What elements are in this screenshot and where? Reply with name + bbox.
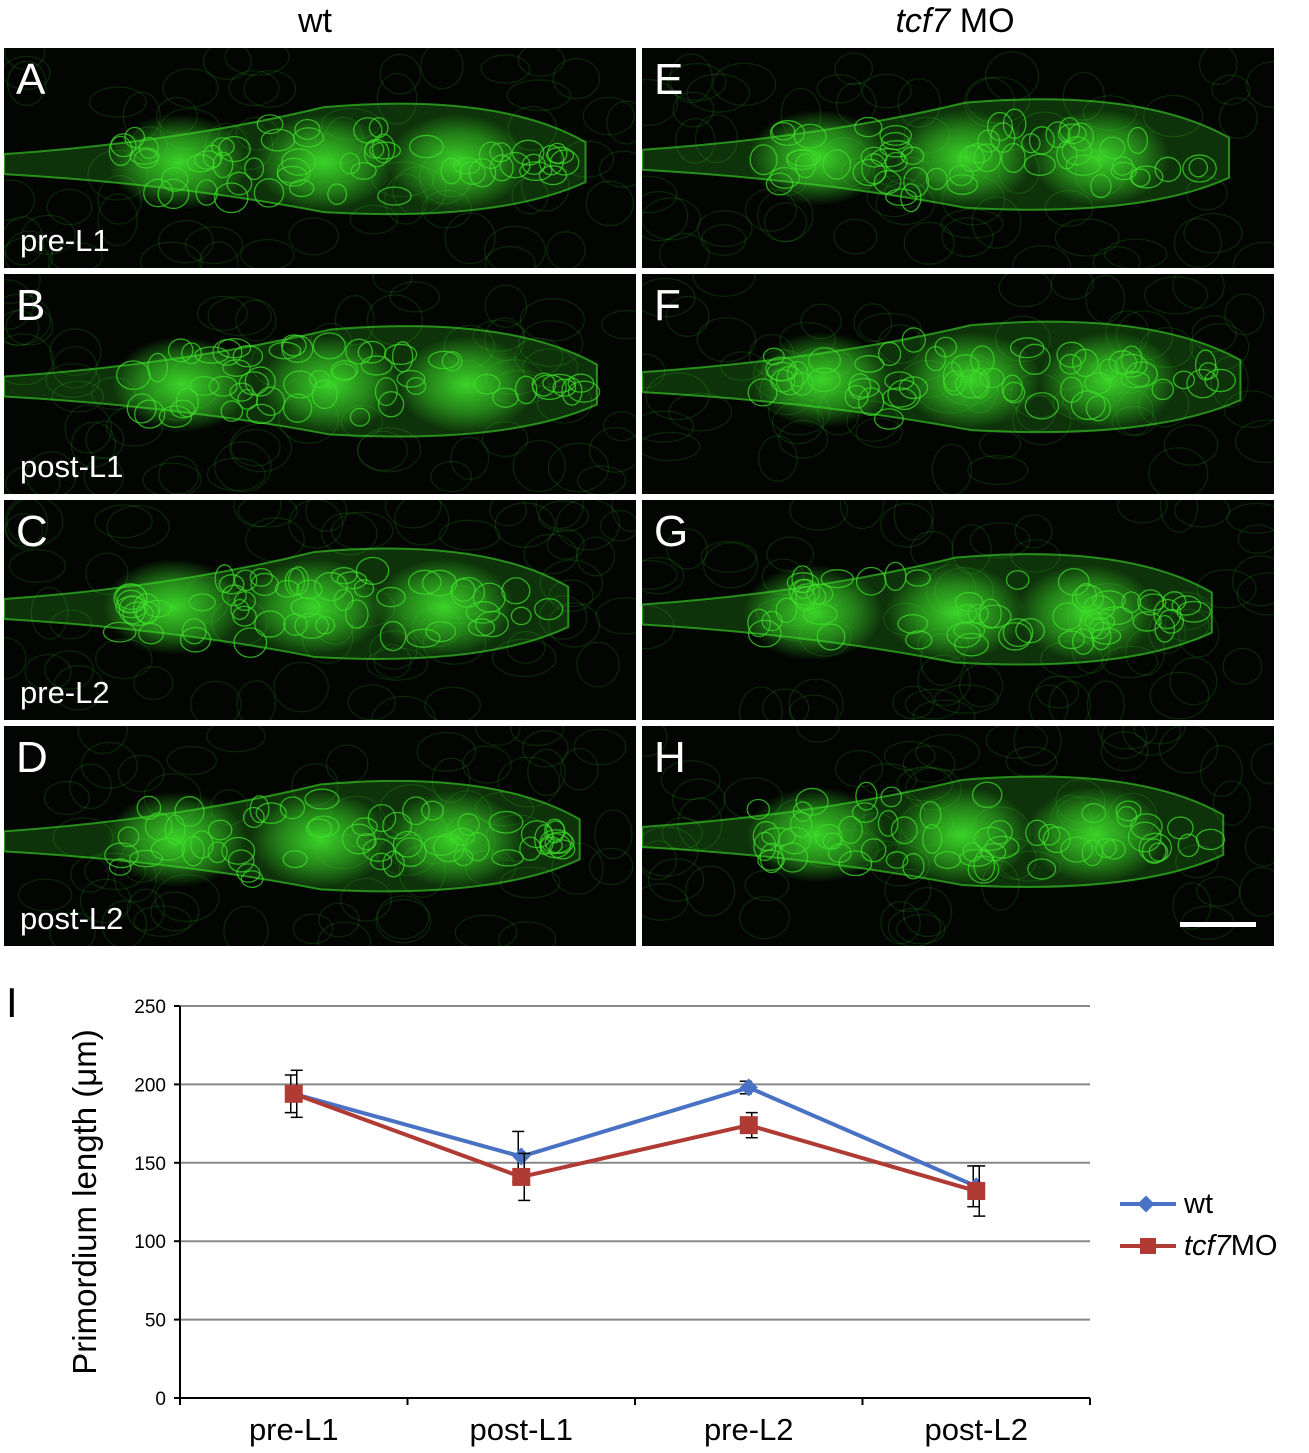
y-tick-label: 0 bbox=[155, 1389, 166, 1410]
y-tick-label: 100 bbox=[134, 1232, 166, 1253]
data-point bbox=[739, 1078, 758, 1097]
data-point bbox=[512, 1147, 531, 1166]
rosette bbox=[1029, 109, 1170, 206]
cell-mesh bbox=[746, 781, 1226, 884]
chart-legend: wt tcf7 MO bbox=[1120, 1183, 1277, 1267]
panel-letter: H bbox=[654, 733, 686, 782]
y-tick-label: 200 bbox=[134, 1075, 166, 1096]
background-cells bbox=[642, 48, 1274, 268]
panel-b: B post-L1 bbox=[4, 274, 636, 494]
square-marker-icon bbox=[1140, 1238, 1156, 1254]
panel-condition-label: pre-L1 bbox=[20, 223, 110, 258]
data-point bbox=[739, 1116, 758, 1135]
cell-mesh bbox=[747, 327, 1236, 430]
panel-e: E bbox=[642, 48, 1274, 268]
microscopy-image bbox=[4, 726, 634, 946]
panel-g: G bbox=[642, 500, 1274, 720]
data-point bbox=[512, 1167, 531, 1186]
rosette bbox=[103, 558, 244, 655]
column-title-tcf7: tcf7 MO bbox=[640, 2, 1270, 41]
x-tick-label: pre-L1 bbox=[249, 1412, 339, 1447]
panel-letter: G bbox=[654, 507, 689, 556]
cell-mesh bbox=[102, 556, 564, 658]
panel-letter: E bbox=[654, 55, 684, 104]
data-point bbox=[284, 1084, 303, 1103]
series-wt bbox=[284, 1074, 986, 1208]
rosette bbox=[748, 109, 889, 206]
rosette bbox=[1016, 564, 1157, 661]
y-tick-label: 150 bbox=[134, 1154, 166, 1175]
legend-label: wt bbox=[1184, 1187, 1213, 1220]
series-line bbox=[293, 1091, 977, 1193]
x-tick-label: post-L1 bbox=[470, 1412, 573, 1447]
cell-mesh bbox=[749, 108, 1217, 213]
panel-condition-label: pre-L2 bbox=[20, 675, 110, 710]
panel-condition-label: post-L1 bbox=[20, 449, 124, 484]
microscopy-image bbox=[4, 500, 636, 720]
rosette bbox=[374, 558, 515, 655]
panel-f: F bbox=[642, 274, 1274, 494]
series-line bbox=[293, 1085, 978, 1189]
y-tick-label: 50 bbox=[145, 1311, 166, 1332]
rosette bbox=[250, 791, 391, 888]
rosette bbox=[894, 109, 1035, 206]
legend-entry-tcf7: tcf7 MO bbox=[1120, 1225, 1277, 1267]
panel-h: H bbox=[642, 726, 1274, 946]
rosette bbox=[742, 564, 883, 661]
column-title-wt: wt bbox=[0, 2, 630, 41]
rosette bbox=[751, 332, 892, 429]
microscopy-image bbox=[4, 48, 636, 268]
panel-a: A pre-L1 bbox=[4, 48, 636, 268]
rosette bbox=[891, 786, 1032, 883]
chart-panel-letter: I bbox=[6, 979, 18, 1026]
microscopy-image bbox=[642, 726, 1274, 946]
column-title-text: MO bbox=[950, 2, 1015, 40]
legend-label-italic: tcf7 bbox=[1184, 1229, 1231, 1262]
diamond-marker-icon bbox=[1137, 1195, 1155, 1213]
microscopy-image bbox=[642, 48, 1274, 268]
legend-entry-wt: wt bbox=[1120, 1183, 1277, 1225]
x-tick-label: post-L2 bbox=[925, 1412, 1028, 1447]
cell-mesh bbox=[116, 332, 601, 429]
rosette bbox=[108, 114, 249, 211]
cell-mesh bbox=[108, 114, 580, 214]
column-title-italic: tcf7 bbox=[895, 2, 951, 40]
rosette bbox=[1025, 786, 1166, 883]
panel-letter: B bbox=[16, 281, 46, 330]
line-chart: 0 50 100 150 200 250 pre-L1 post-L1 pre-L2 post-L… bbox=[66, 997, 1091, 1447]
cell-mesh bbox=[104, 788, 576, 888]
legend-label: MO bbox=[1230, 1229, 1278, 1262]
column-title-text: wt bbox=[298, 2, 332, 40]
panel-letter: D bbox=[16, 733, 48, 782]
cell-mesh bbox=[747, 561, 1211, 657]
rosette bbox=[746, 786, 887, 883]
panel-c: C pre-L2 bbox=[4, 500, 636, 720]
series-tcf7 bbox=[284, 1069, 986, 1217]
rosette bbox=[260, 336, 401, 433]
legend-line-wt bbox=[1120, 1195, 1176, 1213]
microscopy-image bbox=[642, 274, 1274, 494]
rosette bbox=[396, 336, 537, 433]
background-cells bbox=[4, 500, 636, 720]
panel-letter: C bbox=[16, 507, 48, 556]
scale-bar bbox=[1180, 922, 1256, 927]
rosette bbox=[885, 564, 1026, 661]
rosette bbox=[253, 114, 394, 211]
x-tick-label: pre-L2 bbox=[704, 1412, 794, 1447]
microscopy-image bbox=[642, 500, 1274, 720]
y-axis-label: Primordium length (μm) bbox=[66, 1029, 103, 1374]
panel-condition-label: post-L2 bbox=[20, 901, 124, 936]
rosette bbox=[387, 114, 528, 211]
microscopy-image bbox=[4, 274, 636, 494]
legend-line-tcf7 bbox=[1120, 1238, 1176, 1254]
y-tick-label: 250 bbox=[134, 997, 166, 1018]
data-point bbox=[967, 1182, 986, 1201]
panel-d: D post-L2 bbox=[4, 726, 636, 946]
panel-letter: F bbox=[654, 281, 681, 330]
panel-letter: A bbox=[16, 55, 46, 104]
